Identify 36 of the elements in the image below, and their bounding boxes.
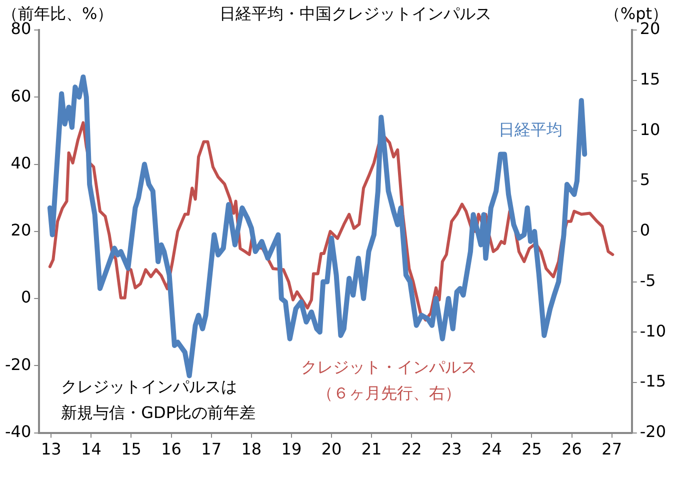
y2-tick-label: -20	[640, 422, 666, 441]
x-tick-label: 13	[40, 440, 62, 459]
y2-tick-label: -15	[640, 372, 666, 391]
x-tick-label: 20	[321, 440, 342, 459]
y2-tick-label: 5	[640, 170, 650, 190]
y-axis-title: （前年比、%）	[2, 4, 114, 24]
x-tick-label: 24	[482, 440, 502, 459]
x-tick-label: 21	[361, 440, 382, 459]
x-tick-label: 19	[281, 440, 302, 459]
x-tick-label: 22	[401, 440, 422, 459]
x-tick-label: 26	[562, 440, 582, 459]
y-tick-label: 0	[20, 288, 32, 307]
y-tick-label: -40	[4, 422, 32, 441]
x-tick-label: 17	[201, 440, 222, 459]
x-tick-label: 16	[161, 440, 182, 459]
y-tick-label: 20	[10, 220, 32, 240]
series-label: 日経平均	[498, 120, 562, 139]
y2-tick-label: -5	[640, 270, 656, 290]
x-tick-label: 25	[522, 440, 542, 459]
y-tick-label: 60	[10, 86, 32, 106]
x-tick-label: 15	[121, 440, 142, 459]
x-tick-label: 27	[602, 440, 622, 459]
x-tick-label: 23	[441, 440, 462, 459]
annotation: クレジットインパルスは	[61, 376, 238, 396]
annotation: 新規与信・GDP比の前年差	[61, 402, 256, 422]
x-tick-label: 14	[81, 440, 102, 459]
y2-tick-label: -10	[640, 321, 666, 340]
y-tick-label: 40	[10, 153, 32, 172]
y2-axis-title: （%pt）	[604, 4, 668, 24]
y2-tick-label: 15	[640, 70, 660, 89]
y2-tick-label: 10	[640, 120, 660, 139]
chart-title: 日経平均・中国クレジットインパルス	[220, 4, 492, 24]
y-tick-label: -20	[4, 354, 32, 374]
text: クレジット・インパルス（６ヶ月先行、右）	[300, 358, 477, 403]
x-tick-label: 18	[241, 440, 262, 459]
y2-tick-label: 0	[640, 220, 650, 240]
